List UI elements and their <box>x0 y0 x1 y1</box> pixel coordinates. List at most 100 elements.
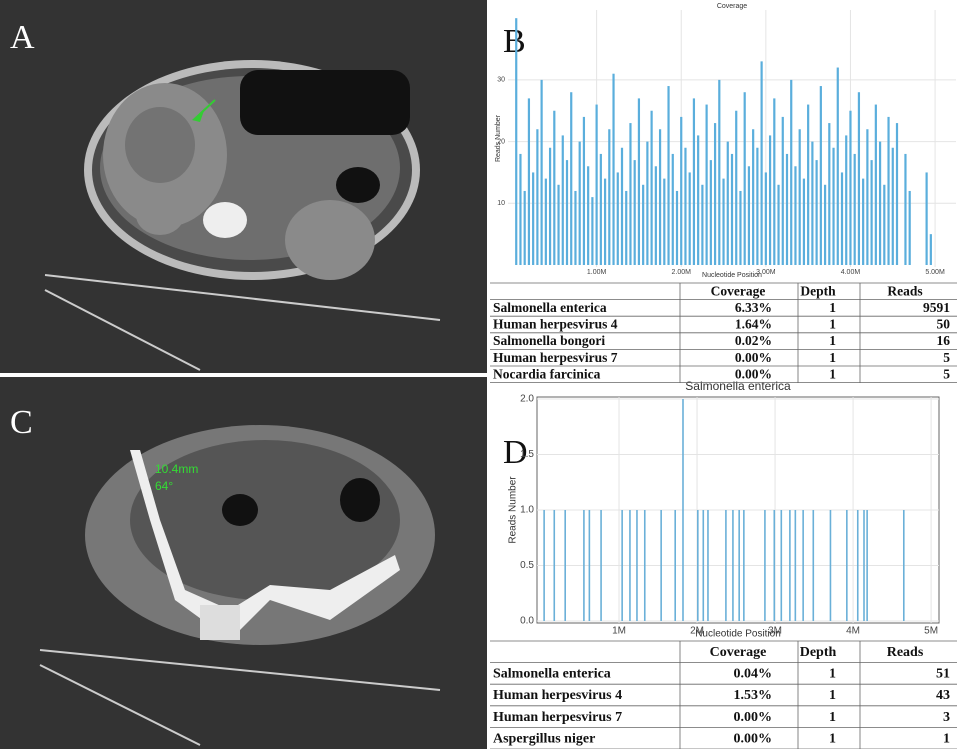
bar <box>883 184 886 265</box>
bar <box>532 172 535 265</box>
bar <box>902 510 905 621</box>
bar <box>707 510 709 621</box>
x-axis-label: Nucleotide Position <box>695 629 781 640</box>
bar <box>620 147 624 265</box>
bar <box>587 166 590 265</box>
bar <box>692 98 696 265</box>
x-tick-label: 4M <box>846 626 860 637</box>
bar <box>790 79 793 265</box>
table-cell: 1.53% <box>734 688 773 703</box>
table-cell: 1 <box>943 731 950 746</box>
bar <box>730 153 734 265</box>
table-header: Depth <box>800 645 837 660</box>
bar <box>789 510 791 621</box>
table-cell: 0.02% <box>735 333 772 348</box>
bar <box>866 510 868 621</box>
bar <box>725 510 727 621</box>
bar <box>642 184 645 265</box>
x-tick-label: 5M <box>924 626 938 637</box>
table-cell: Human herpesvirus 7 <box>493 350 618 365</box>
bar <box>629 510 631 621</box>
bar <box>739 190 742 265</box>
bar <box>863 510 865 621</box>
x-tick-label: 4.00M <box>841 269 861 276</box>
bar <box>870 160 873 265</box>
bar <box>643 510 646 621</box>
bar <box>845 135 848 265</box>
bar <box>582 116 586 265</box>
bar <box>802 510 804 621</box>
table-cell: 1 <box>829 731 836 746</box>
table-cell: 5 <box>943 366 950 381</box>
chart-title: Coverage <box>717 3 747 10</box>
table-cell: Salmonella bongori <box>493 333 605 348</box>
bar <box>688 172 691 265</box>
bar <box>663 178 666 265</box>
table-cell: Nocardia farcinica <box>493 366 601 381</box>
bar <box>726 141 729 265</box>
bar <box>697 135 700 265</box>
bar <box>812 510 815 621</box>
bar <box>862 178 865 265</box>
bar <box>866 129 869 265</box>
bar <box>633 160 636 265</box>
panel-label: B <box>503 23 526 60</box>
bar <box>856 510 859 621</box>
y-tick-label: 30 <box>497 77 505 84</box>
bar <box>667 86 670 265</box>
bar <box>519 153 522 265</box>
bar <box>781 116 784 265</box>
bar <box>735 110 738 265</box>
bar <box>588 510 591 621</box>
bar <box>929 234 932 265</box>
bar <box>636 510 638 621</box>
bar <box>583 510 585 621</box>
y-tick-label: 10 <box>497 200 505 207</box>
table-header: Coverage <box>710 645 767 660</box>
bar <box>815 160 818 265</box>
table-cell: Human herpesvirus 7 <box>493 710 622 725</box>
bar <box>540 79 543 265</box>
bar <box>603 178 607 265</box>
table-cell: Aspergillus niger <box>493 731 595 746</box>
bar <box>760 61 763 266</box>
table-cell: 50 <box>937 317 951 332</box>
table-cell: 0.00% <box>735 350 772 365</box>
bar <box>658 129 662 265</box>
table-cell: 1 <box>829 333 836 348</box>
bar <box>608 129 611 265</box>
bar <box>682 399 684 621</box>
bar <box>738 510 740 621</box>
table-cell: 43 <box>936 688 950 703</box>
bar <box>702 510 705 621</box>
bar <box>701 184 704 265</box>
bar <box>832 147 835 265</box>
bar <box>650 110 653 265</box>
bar <box>857 92 861 265</box>
bar <box>629 123 632 265</box>
bar <box>621 510 623 621</box>
measurement: 64° <box>155 479 173 493</box>
bar <box>807 104 810 265</box>
bar <box>887 116 890 265</box>
bar <box>785 153 789 265</box>
bar <box>709 160 712 265</box>
bar <box>600 510 602 621</box>
panel-label: A <box>10 19 35 56</box>
measurement: 10.4mm <box>155 462 198 476</box>
bar <box>849 110 852 265</box>
bar <box>646 141 649 265</box>
bar <box>680 116 683 265</box>
bar <box>802 178 806 265</box>
y-tick-label: 1.0 <box>520 505 534 516</box>
y-tick-label: 20 <box>497 138 505 145</box>
table-cell: 9591 <box>923 300 950 315</box>
bar <box>625 190 628 265</box>
bar <box>853 153 856 265</box>
bar <box>764 172 767 265</box>
bar <box>908 190 911 265</box>
table-cell: 1 <box>829 300 836 315</box>
table-cell: 1 <box>829 688 836 703</box>
table-cell: 1 <box>829 667 836 682</box>
